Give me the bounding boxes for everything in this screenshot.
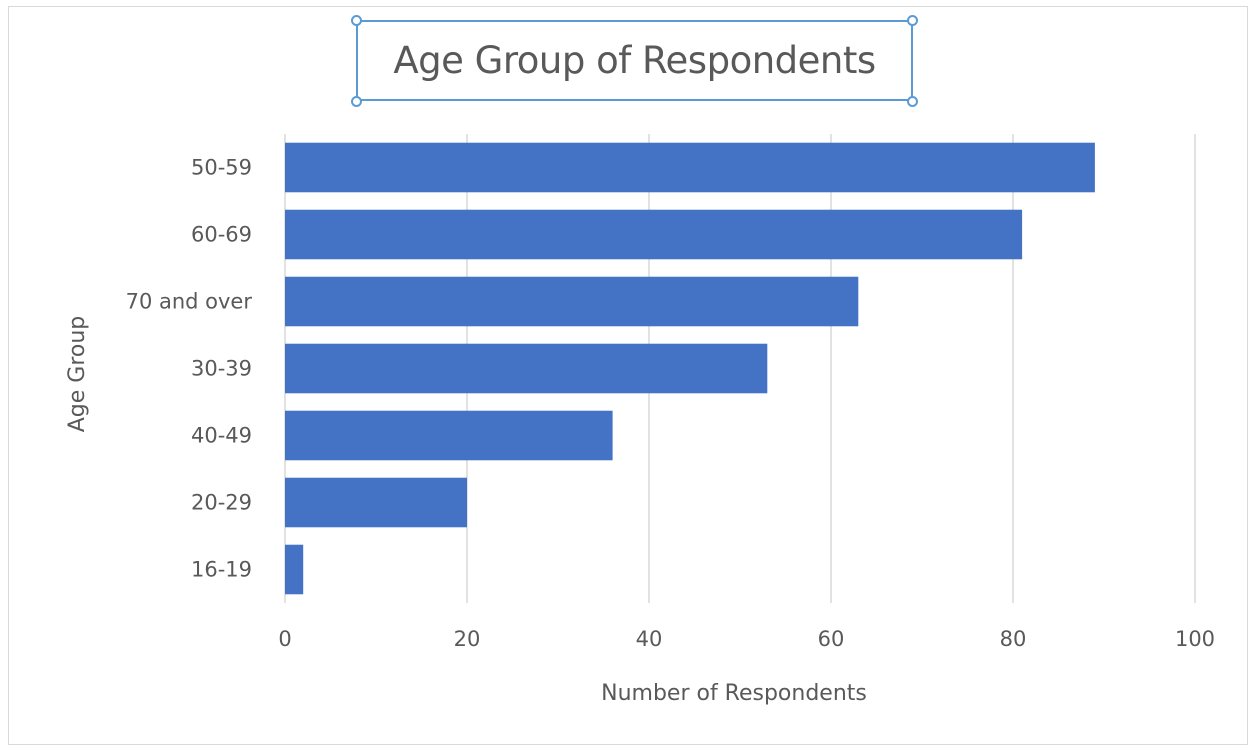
y-tick-label: 16-19: [191, 558, 252, 582]
x-tick-labels: 0 20 40 60 80 100: [278, 627, 1215, 651]
bars: [285, 142, 1095, 595]
y-tick-label: 60-69: [191, 223, 252, 247]
x-tick-label: 0: [278, 627, 291, 651]
x-tick-label: 60: [818, 627, 845, 651]
x-tick-label: 20: [454, 627, 481, 651]
y-tick-label: 30-39: [191, 357, 252, 381]
y-tick-label: 50-59: [191, 156, 252, 180]
bar-50-59[interactable]: [285, 142, 1095, 193]
y-tick-label: 40-49: [191, 424, 252, 448]
bar-60-69[interactable]: [285, 209, 1023, 260]
chart-title[interactable]: Age Group of Respondents: [393, 39, 876, 82]
bar-16-19[interactable]: [285, 544, 304, 595]
title-resize-handle-top-left[interactable]: [351, 15, 362, 26]
title-resize-handle-bottom-left[interactable]: [351, 96, 362, 107]
x-tick-label: 40: [636, 627, 663, 651]
bar-30-39[interactable]: [285, 343, 768, 394]
y-tick-labels: 50-59 60-69 70 and over 30-39 40-49 20-29 16-1…: [126, 156, 253, 582]
x-axis-title[interactable]: Number of Respondents: [601, 681, 867, 706]
y-axis-title[interactable]: Age Group: [65, 316, 90, 433]
y-tick-label: 70 and over: [126, 290, 253, 314]
bar-40-49[interactable]: [285, 410, 613, 461]
bar-70-and-over[interactable]: [285, 276, 859, 327]
title-resize-handle-top-right[interactable]: [907, 15, 918, 26]
y-tick-label: 20-29: [191, 491, 252, 515]
x-tick-label: 100: [1175, 627, 1215, 651]
chart-title-box[interactable]: Age Group of Respondents: [356, 20, 913, 101]
bar-20-29[interactable]: [285, 477, 467, 528]
x-tick-label: 80: [1000, 627, 1027, 651]
title-resize-handle-bottom-right[interactable]: [907, 96, 918, 107]
